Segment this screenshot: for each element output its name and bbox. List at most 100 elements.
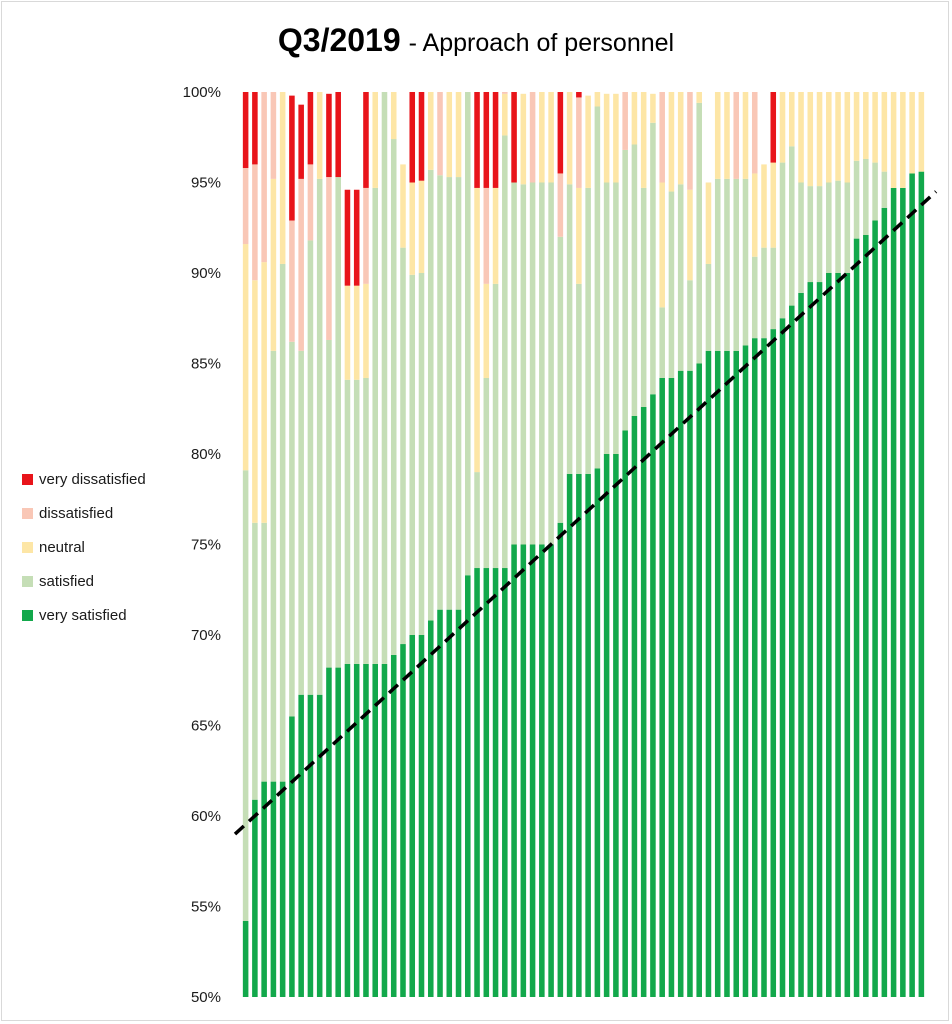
- bar-segment-satisfied: [659, 307, 665, 378]
- bar-segment-satisfied: [751, 256, 758, 339]
- bar-segment-very-satisfied: [548, 544, 554, 997]
- bar-segment-neutral: [390, 92, 397, 140]
- bar-group: [363, 92, 369, 997]
- bar-segment-satisfied: [826, 182, 832, 273]
- bar-segment-satisfied: [622, 149, 628, 431]
- bar-segment-very-satisfied: [742, 345, 749, 997]
- bar-segment-very-satisfied: [631, 415, 638, 997]
- bar-segment-satisfied: [779, 162, 786, 319]
- y-tick-label: 95%: [191, 175, 221, 192]
- bar-group: [381, 92, 388, 997]
- bar-segment-satisfied: [353, 379, 360, 664]
- bar-group: [909, 92, 915, 997]
- bar-segment-neutral: [585, 95, 591, 188]
- bar-segment-neutral: [826, 92, 832, 183]
- bar-group: [566, 92, 573, 997]
- y-tick-label: 65%: [191, 718, 221, 735]
- bar-segment-neutral: [835, 92, 841, 181]
- bar-segment-neutral: [890, 92, 897, 188]
- bar-segment-very-satisfied: [585, 473, 591, 997]
- bar-segment-satisfied: [326, 339, 332, 668]
- bar-segment-dissatisfied: [529, 92, 536, 183]
- bar-segment-dissatisfied: [326, 177, 332, 340]
- bar-group: [437, 92, 443, 997]
- bar-segment-very-satisfied: [400, 644, 406, 997]
- bar-segment-dissatisfied: [242, 168, 249, 245]
- bar-segment-satisfied: [557, 236, 564, 523]
- bar-group: [307, 92, 314, 997]
- bar-segment-satisfied: [742, 178, 749, 346]
- y-tick-label: 90%: [191, 265, 221, 282]
- bar-group: [474, 92, 480, 997]
- bar-segment-satisfied: [576, 283, 582, 474]
- bar-segment-satisfied: [446, 177, 453, 610]
- bar-segment-very-satisfied: [696, 363, 702, 997]
- bar-segment-very-satisfied: [409, 635, 416, 997]
- bar-segment-dissatisfied: [502, 92, 508, 94]
- bar-segment-neutral: [316, 92, 323, 179]
- y-tick-label: 70%: [191, 627, 221, 644]
- bar-segment-very-satisfied: [668, 377, 675, 998]
- bar-segment-satisfied: [344, 379, 351, 664]
- bar-segment-satisfied: [844, 182, 851, 273]
- bar-segment-very-dissatisfied: [557, 92, 564, 174]
- bar-segment-neutral: [418, 180, 425, 273]
- bar-group: [733, 92, 740, 998]
- bar-group: [872, 92, 878, 997]
- bar-segment-very-satisfied: [270, 781, 277, 997]
- y-tick-label: 80%: [191, 446, 221, 463]
- chart-title: Q3/2019- Approach of personnel: [0, 22, 952, 59]
- bar-segment-very-satisfied: [252, 799, 258, 997]
- bar-group: [687, 92, 693, 997]
- bar-segment-very-satisfied: [613, 454, 619, 997]
- bar-segment-neutral: [668, 92, 675, 192]
- bar-segment-neutral: [603, 93, 610, 183]
- bar-group: [502, 92, 508, 997]
- bar-segment-satisfied: [687, 280, 693, 371]
- legend-label-dissatisfied: dissatisfied: [39, 504, 114, 522]
- bar-group: [603, 93, 610, 997]
- bar-segment-very-satisfied: [603, 454, 610, 997]
- bar-group: [335, 92, 341, 997]
- chart-subtitle: - Approach of personnel: [408, 29, 675, 57]
- bar-segment-satisfied: [381, 92, 388, 664]
- chart-legend: very dissatisfied dissatisfied neutral s…: [22, 462, 146, 632]
- bar-segment-neutral: [455, 92, 462, 178]
- bar-segment-neutral: [789, 92, 795, 147]
- bar-segment-very-satisfied: [390, 654, 397, 997]
- bar-segment-satisfied: [613, 182, 619, 454]
- bar-segment-satisfied: [409, 274, 416, 635]
- bar-segment-neutral: [344, 285, 351, 380]
- bar-segment-very-dissatisfied: [298, 104, 304, 179]
- bar-group: [835, 92, 841, 997]
- bar-segment-dissatisfied: [576, 97, 582, 188]
- bar-segment-very-satisfied: [622, 430, 628, 998]
- bar-segment-neutral: [724, 92, 730, 179]
- bar-segment-dissatisfied: [437, 92, 443, 176]
- bar-group: [714, 92, 721, 998]
- bar-segment-satisfied: [483, 377, 490, 569]
- bar-group: [270, 92, 277, 997]
- bar-group: [594, 92, 601, 998]
- bar-segment-satisfied: [585, 187, 591, 474]
- bar-segment-satisfied: [390, 139, 397, 655]
- bar-segment-very-satisfied: [502, 568, 508, 997]
- bar-group: [807, 92, 814, 997]
- legend-swatch-satisfied: [22, 575, 33, 587]
- bar-segment-very-satisfied: [511, 544, 517, 997]
- bar-segment-satisfied: [603, 182, 610, 454]
- bar-segment-neutral: [659, 182, 665, 308]
- bar-group: [390, 92, 397, 997]
- bar-segment-very-satisfied: [372, 663, 378, 997]
- bar-segment-neutral: [779, 92, 786, 163]
- bar-segment-very-satisfied: [770, 329, 777, 997]
- bar-group: [816, 92, 823, 997]
- bar-segment-neutral: [400, 164, 406, 248]
- bar-segment-satisfied: [427, 169, 434, 621]
- bar-segment-very-satisfied: [363, 663, 369, 997]
- bar-group: [520, 93, 527, 997]
- bar-group: [853, 92, 860, 998]
- bar-segment-neutral: [714, 92, 721, 179]
- bar-segment-very-satisfied: [446, 609, 453, 997]
